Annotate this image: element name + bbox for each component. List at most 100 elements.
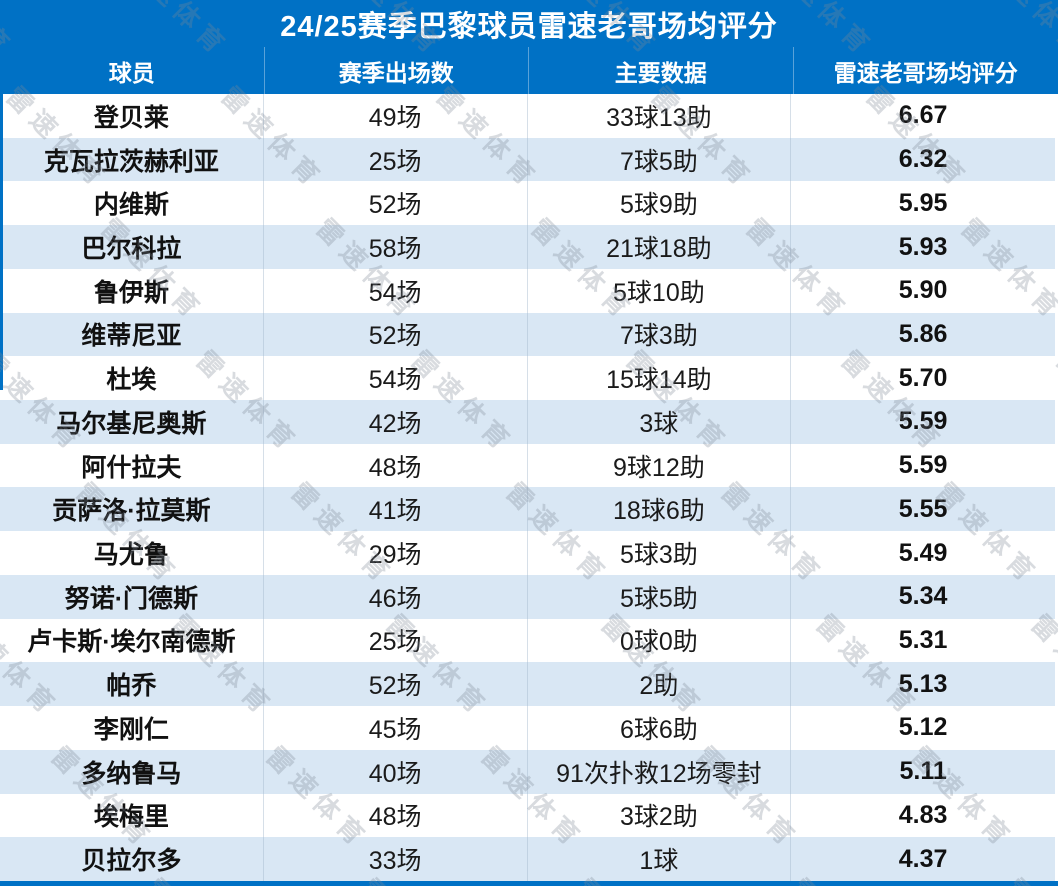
main-stats-cell: 0球0助 — [528, 618, 792, 663]
main-stats-cell: 21球18助 — [528, 225, 792, 269]
player-name-cell: 马尤鲁 — [0, 531, 264, 575]
appearances-cell: 41场 — [264, 487, 528, 532]
appearances-cell: 54场 — [264, 268, 528, 313]
appearances-cell: 58场 — [264, 225, 528, 269]
appearances-cell: 45场 — [264, 706, 528, 750]
table-row: 鲁伊斯 54场 5球10助 5.90 — [0, 268, 1055, 313]
appearances-cell: 25场 — [264, 137, 528, 182]
player-name-cell: 埃梅里 — [0, 793, 264, 838]
player-name-cell: 杜埃 — [0, 356, 264, 401]
rating-cell: 5.55 — [898, 494, 948, 523]
rating-cell: 4.83 — [898, 800, 948, 829]
table-row: 马尔基尼奥斯 42场 3球 5.59 — [0, 400, 1055, 444]
rating-cell: 5.95 — [898, 188, 948, 217]
main-stats-cell: 2助 — [528, 662, 792, 707]
appearances-cell: 52场 — [264, 181, 528, 226]
rating-cell: 5.49 — [898, 538, 948, 567]
player-name-cell: 内维斯 — [0, 181, 264, 226]
rating-cell: 5.12 — [898, 713, 948, 742]
appearances-cell: 52场 — [264, 312, 528, 357]
appearances-cell: 48场 — [264, 443, 528, 488]
table-row: 内维斯 52场 5球9助 5.95 — [0, 181, 1055, 226]
player-name-cell: 李刚仁 — [0, 706, 264, 750]
main-stats-cell: 3球 — [528, 400, 792, 444]
table-row: 贝拉尔多 33场 1球 4.37 — [0, 837, 1055, 881]
main-stats-cell: 15球14助 — [528, 356, 792, 401]
appearances-cell: 46场 — [264, 574, 528, 619]
main-stats-cell: 33球13助 — [528, 94, 792, 138]
table-row: 巴尔科拉 58场 21球18助 5.93 — [0, 225, 1055, 269]
bottom-edge-strip — [0, 881, 1058, 886]
main-stats-cell: 91次扑救12场零封 — [528, 749, 792, 794]
header-appearances: 赛季出场数 — [265, 47, 529, 94]
appearances-cell: 42场 — [264, 400, 528, 444]
player-name-cell: 巴尔科拉 — [0, 225, 264, 269]
main-stats-cell: 7球3助 — [528, 312, 792, 357]
rating-cell: 5.59 — [898, 451, 948, 480]
main-stats-cell: 5球3助 — [528, 531, 792, 575]
player-name-cell: 多纳鲁马 — [0, 749, 264, 794]
appearances-cell: 49场 — [264, 94, 528, 138]
header-player: 球员 — [0, 47, 265, 94]
player-name-cell: 贝拉尔多 — [0, 837, 264, 881]
main-stats-cell: 5球9助 — [528, 181, 792, 226]
table-row: 李刚仁 45场 6球6助 5.12 — [0, 706, 1055, 750]
main-stats-cell: 18球6助 — [528, 487, 792, 532]
main-stats-cell: 9球12助 — [528, 443, 792, 488]
player-name-cell: 马尔基尼奥斯 — [0, 400, 264, 444]
table-row: 克瓦拉茨赫利亚 25场 7球5助 6.32 — [0, 137, 1055, 182]
rating-cell: 5.86 — [898, 319, 948, 348]
player-name-cell: 贡萨洛·拉莫斯 — [0, 487, 264, 532]
rating-cell: 5.93 — [898, 232, 948, 261]
rating-cell: 5.90 — [898, 276, 948, 305]
table-row: 登贝莱 49场 33球13助 6.67 — [0, 94, 1055, 138]
rating-cell: 5.34 — [898, 582, 948, 611]
main-stats-cell: 5球5助 — [528, 574, 792, 619]
main-stats-cell: 6球6助 — [528, 706, 792, 750]
player-name-cell: 帕乔 — [0, 662, 264, 707]
table-row: 贡萨洛·拉莫斯 41场 18球6助 5.55 — [0, 487, 1055, 532]
player-name-cell: 维蒂尼亚 — [0, 312, 264, 357]
table-row: 马尤鲁 29场 5球3助 5.49 — [0, 531, 1055, 575]
appearances-cell: 29场 — [264, 531, 528, 575]
main-stats-cell: 3球2助 — [528, 793, 792, 838]
table-header-row: 球员 赛季出场数 主要数据 雷速老哥场均评分 — [0, 47, 1058, 94]
table-row: 埃梅里 48场 3球2助 4.83 — [0, 793, 1055, 838]
appearances-cell: 48场 — [264, 793, 528, 838]
player-name-cell: 克瓦拉茨赫利亚 — [0, 137, 264, 182]
table-row: 帕乔 52场 2助 5.13 — [0, 662, 1055, 707]
rating-cell: 6.67 — [898, 101, 948, 130]
appearances-cell: 33场 — [264, 837, 528, 881]
appearances-cell: 40场 — [264, 749, 528, 794]
rating-cell: 6.32 — [898, 145, 948, 174]
appearances-cell: 25场 — [264, 618, 528, 663]
table-row: 阿什拉夫 48场 9球12助 5.59 — [0, 443, 1055, 488]
main-stats-cell: 1球 — [528, 837, 792, 881]
player-name-cell: 卢卡斯·埃尔南德斯 — [0, 618, 264, 663]
table-row: 维蒂尼亚 52场 7球3助 5.86 — [0, 312, 1055, 357]
table-row: 多纳鲁马 40场 91次扑救12场零封 5.11 — [0, 749, 1055, 794]
player-name-cell: 鲁伊斯 — [0, 268, 264, 313]
table-row: 卢卡斯·埃尔南德斯 25场 0球0助 5.31 — [0, 618, 1055, 663]
rating-cell: 4.37 — [898, 844, 948, 873]
appearances-cell: 52场 — [264, 662, 528, 707]
rating-cell: 5.59 — [898, 407, 948, 436]
left-edge-strip — [0, 0, 3, 390]
player-name-cell: 努诺·门德斯 — [0, 574, 264, 619]
rating-cell: 5.31 — [898, 625, 948, 654]
table-row: 努诺·门德斯 46场 5球5助 5.34 — [0, 574, 1055, 619]
table-row: 杜埃 54场 15球14助 5.70 — [0, 356, 1055, 401]
table-title: 24/25赛季巴黎球员雷速老哥场均评分 — [0, 0, 1058, 47]
rating-cell: 5.70 — [898, 363, 948, 392]
appearances-cell: 54场 — [264, 356, 528, 401]
player-name-cell: 登贝莱 — [0, 94, 264, 138]
player-name-cell: 阿什拉夫 — [0, 443, 264, 488]
rating-cell: 5.13 — [898, 669, 948, 698]
table-body: 登贝莱 49场 33球13助 6.67 克瓦拉茨赫利亚 25场 7球5助 6.32 内维斯 52场… — [0, 94, 1055, 881]
main-stats-cell: 7球5助 — [528, 137, 792, 182]
header-stats: 主要数据 — [529, 47, 794, 94]
rating-cell: 5.11 — [899, 757, 947, 786]
header-rating: 雷速老哥场均评分 — [833, 59, 1018, 86]
main-stats-cell: 5球10助 — [528, 268, 792, 313]
